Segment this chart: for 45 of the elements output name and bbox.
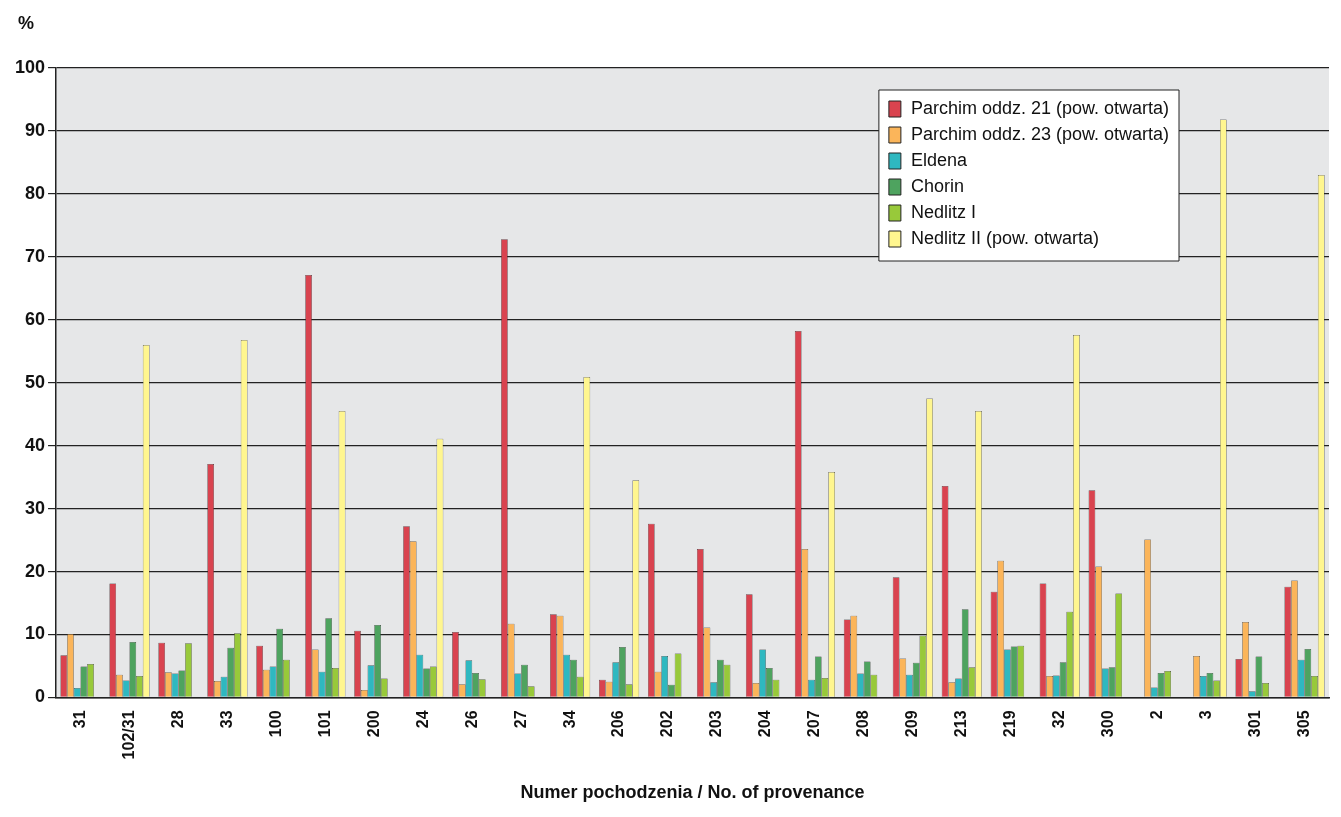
- x-tick-label: 300: [1099, 710, 1117, 738]
- x-tick-label: 31: [70, 710, 88, 729]
- x-axis-title: Numer pochodzenia / No. of provenance: [520, 782, 865, 803]
- x-tick-label: 203: [707, 710, 725, 738]
- x-tick-label: 204: [756, 710, 774, 738]
- x-tick-label: 27: [511, 710, 529, 729]
- x-tick-label: 28: [168, 710, 186, 729]
- x-tick-label: 209: [903, 710, 921, 738]
- x-tick-label: 2: [1148, 710, 1166, 720]
- y-tick-label: 50: [25, 371, 46, 392]
- y-tick-label: 40: [25, 434, 46, 455]
- x-tick-label: 301: [1245, 710, 1263, 738]
- y-tick-label: 80: [25, 182, 46, 203]
- x-tick-label: 3: [1197, 710, 1215, 720]
- y-tick-label: 100: [14, 56, 46, 77]
- y-tick-label: 60: [25, 308, 46, 329]
- legend-label: Nedlitz II (pow. otwarta): [910, 227, 1099, 248]
- y-tick-label: 20: [25, 560, 46, 581]
- y-axis-title: %: [18, 12, 35, 33]
- x-tick-label: 206: [609, 710, 627, 738]
- y-tick-label: 90: [25, 119, 46, 140]
- legend-label: Chorin: [910, 175, 964, 196]
- y-tick-label: 10: [25, 623, 46, 644]
- x-tick-label: 102/31: [119, 710, 137, 760]
- y-tick-label: 0: [35, 686, 46, 707]
- legend-label: Eldena: [910, 149, 968, 170]
- x-tick-label: 100: [266, 710, 284, 738]
- x-tick-label: 200: [364, 710, 382, 738]
- x-tick-label: 208: [854, 710, 872, 738]
- legend-label: Parchim oddz. 21 (pow. otwarta): [910, 97, 1170, 118]
- x-tick-label: 32: [1050, 710, 1068, 729]
- legend-label: Parchim oddz. 23 (pow. otwarta): [910, 123, 1170, 144]
- x-tick-label: 33: [217, 710, 235, 729]
- x-tick-label: 207: [805, 710, 823, 738]
- x-tick-label: 34: [560, 710, 578, 729]
- x-tick-label: 202: [658, 710, 676, 738]
- y-tick-label: 30: [25, 497, 46, 518]
- legend-label: Nedlitz I: [910, 201, 976, 222]
- x-tick-label: 101: [315, 710, 333, 738]
- x-tick-label: 26: [462, 710, 480, 729]
- x-tick-label: 219: [1001, 710, 1019, 738]
- x-tick-label: 24: [413, 710, 431, 729]
- y-tick-label: 70: [25, 245, 46, 266]
- x-tick-label: 305: [1294, 710, 1312, 738]
- x-tick-label: 213: [952, 710, 970, 738]
